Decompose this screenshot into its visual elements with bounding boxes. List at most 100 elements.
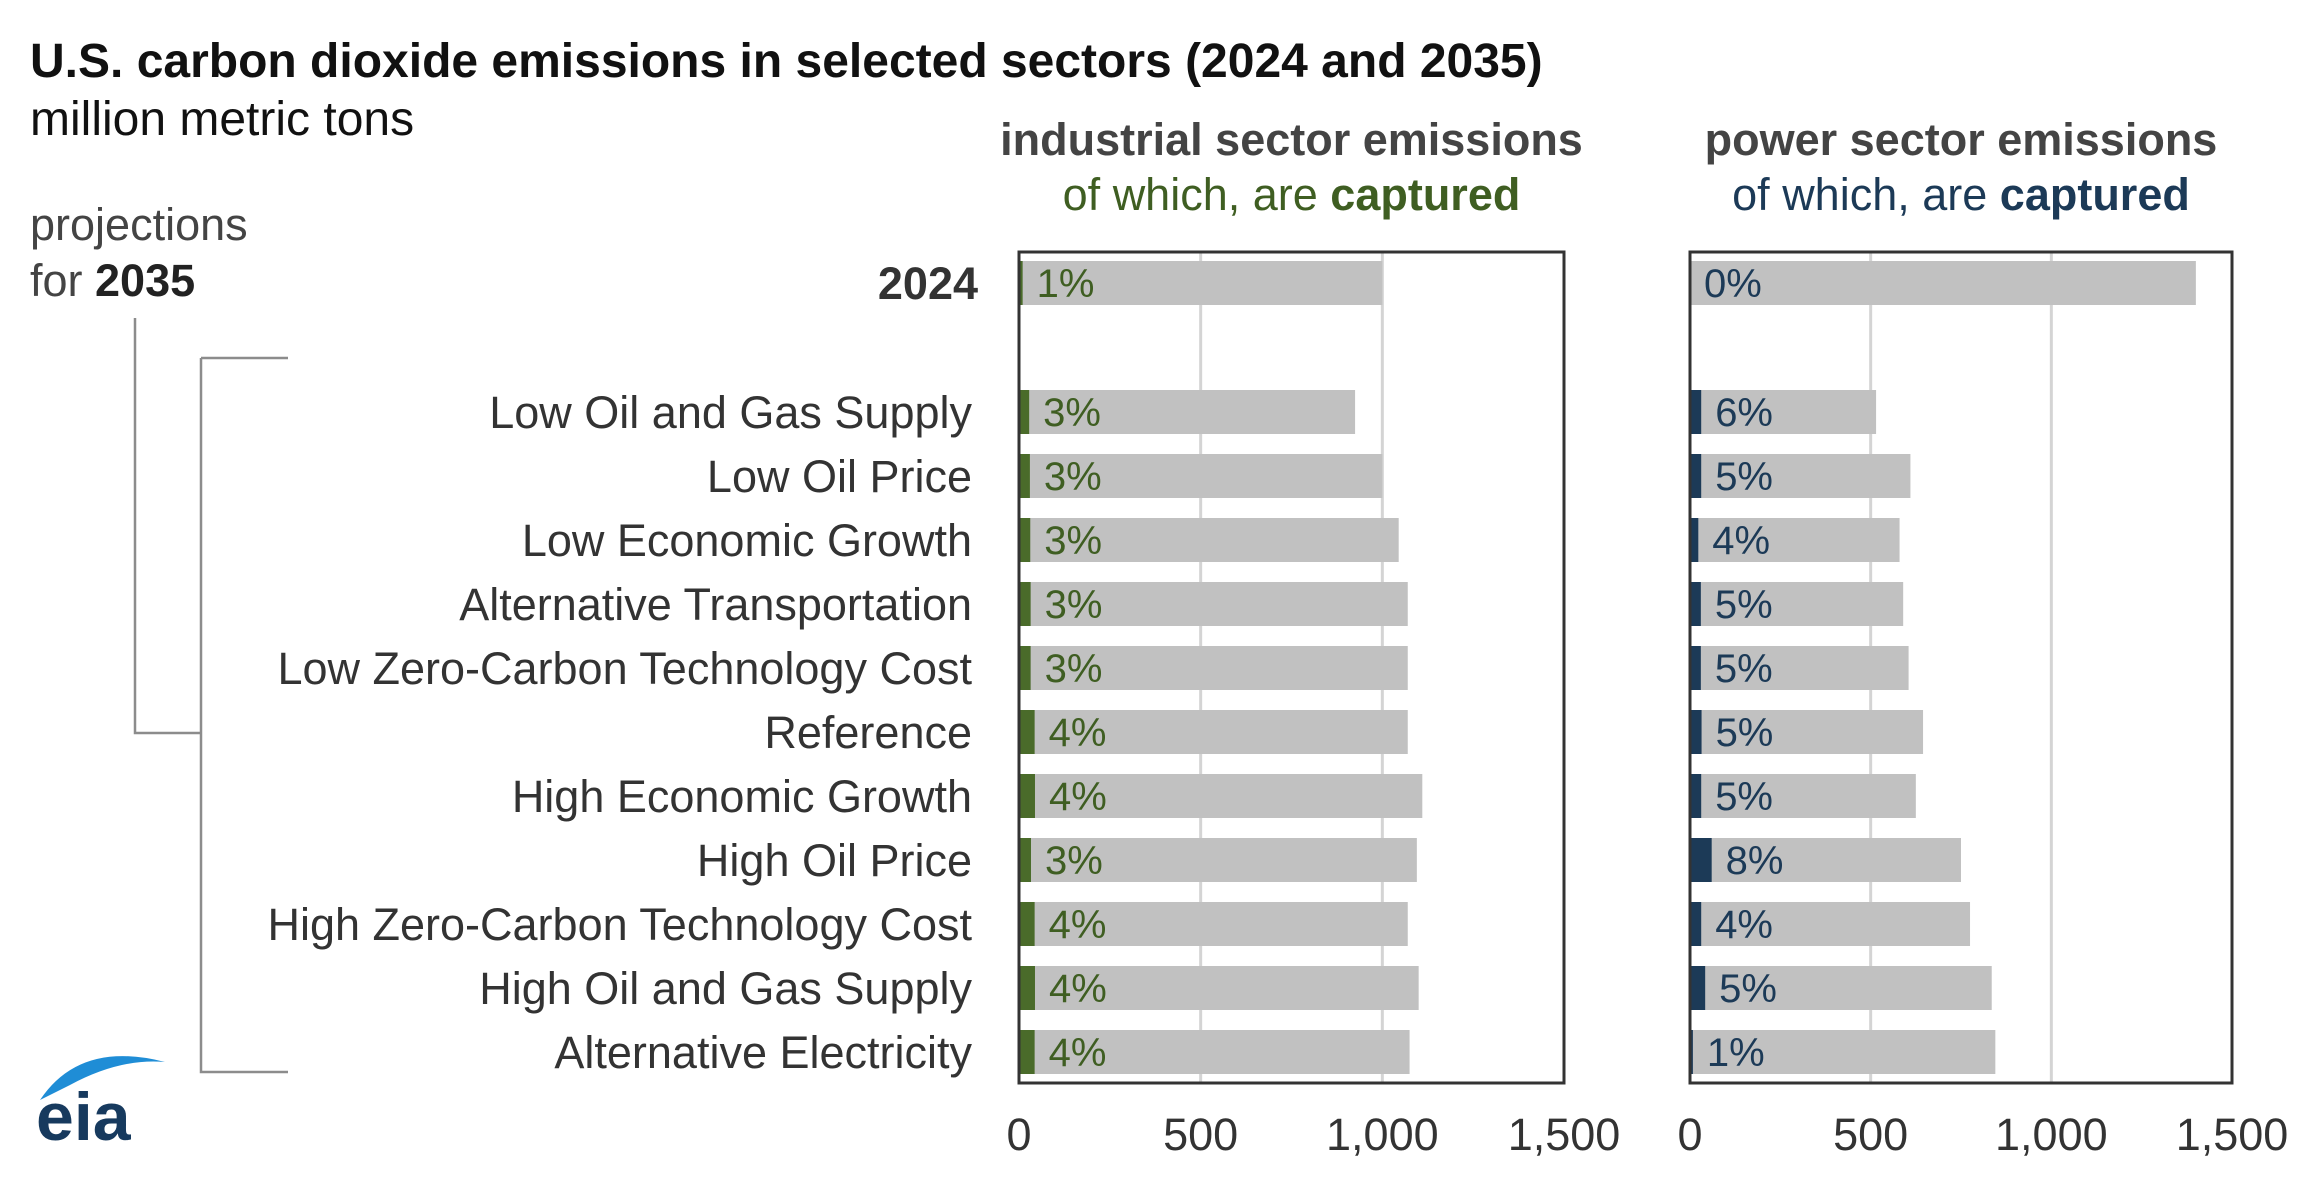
category-label-reference: Reference [764, 707, 972, 758]
category-label-alternative-electricity: Alternative Electricity [554, 1027, 972, 1078]
power-tick-label-0: 0 [1677, 1109, 1702, 1160]
industrial-total-bar-alternative-electricity [1019, 1030, 1410, 1074]
power-panel-subtitle: of which, are captured [1732, 169, 2190, 220]
power-percent-label-high-economic-growth: 5% [1715, 775, 1773, 819]
power-panel-title: power sector emissions [1705, 114, 2218, 165]
industrial-captured-bar-low-economic-growth [1019, 518, 1031, 562]
industrial-panel-title: industrial sector emissions [1000, 114, 1583, 165]
industrial-percent-label-low-zero-carbon-technology-cost: 3% [1045, 647, 1103, 691]
projections-label: projections for 2035 [30, 199, 248, 306]
power-tick-label-500: 500 [1833, 1109, 1908, 1160]
power-captured-bar-high-economic-growth [1690, 774, 1702, 818]
industrial-captured-bar-alternative-electricity [1019, 1030, 1035, 1074]
category-label-alternative-transportation: Alternative Transportation [459, 579, 972, 630]
category-label-low-oil-and-gas-supply: Low Oil and Gas Supply [489, 387, 972, 438]
power-captured-bar-high-oil-price [1690, 838, 1712, 882]
category-label-2024: 2024 [878, 258, 978, 309]
industrial-panel-subtitle: of which, are captured [1063, 169, 1521, 220]
eia-logo: eia [36, 1056, 165, 1155]
power-percent-label-2024: 0% [1704, 262, 1762, 306]
industrial-percent-label-low-oil-and-gas-supply: 3% [1043, 391, 1101, 435]
power-captured-bar-high-zero-carbon-technology-cost [1690, 902, 1702, 946]
industrial-percent-label-high-oil-and-gas-supply: 4% [1049, 967, 1107, 1011]
industrial-captured-bar-low-zero-carbon-technology-cost [1019, 646, 1031, 690]
industrial-tick-label-1500: 1,500 [1508, 1109, 1621, 1160]
category-label-high-economic-growth: High Economic Growth [512, 771, 972, 822]
power-total-bar-low-oil-and-gas-supply [1690, 390, 1877, 434]
industrial-total-bar-high-zero-carbon-technology-cost [1019, 902, 1408, 946]
chart-subtitle: million metric tons [30, 93, 414, 146]
power-panel-frame [1688, 250, 2234, 1085]
industrial-captured-bar-low-oil-and-gas-supply [1019, 390, 1030, 434]
power-total-bar-2024 [1690, 261, 2196, 305]
power-percent-label-low-oil-and-gas-supply: 6% [1715, 391, 1773, 435]
industrial-total-bar-low-zero-carbon-technology-cost [1019, 646, 1408, 690]
industrial-total-bar-reference [1019, 710, 1408, 754]
power-captured-bar-low-oil-and-gas-supply [1690, 390, 1702, 434]
scenario-bracket [133, 318, 288, 1074]
industrial-percent-label-high-economic-growth: 4% [1049, 775, 1107, 819]
industrial-percent-label-2024: 1% [1037, 262, 1095, 306]
industrial-captured-bar-high-oil-and-gas-supply [1019, 966, 1035, 1010]
power-captured-bar-low-oil-price [1690, 454, 1702, 498]
power-captured-bar-low-economic-growth [1690, 518, 1699, 562]
power-percent-label-low-oil-price: 5% [1715, 455, 1773, 499]
industrial-percent-label-low-oil-price: 3% [1044, 455, 1102, 499]
power-captured-bar-reference [1690, 710, 1702, 754]
power-total-bar-high-zero-carbon-technology-cost [1690, 902, 1971, 946]
category-label-low-economic-growth: Low Economic Growth [522, 515, 972, 566]
projections-label-line2: for 2035 [30, 255, 195, 306]
power-tick-label-1500: 1,500 [2176, 1109, 2289, 1160]
industrial-percent-label-low-economic-growth: 3% [1044, 519, 1102, 563]
industrial-total-bar-high-oil-and-gas-supply [1019, 966, 1419, 1010]
power-percent-label-alternative-electricity: 1% [1707, 1031, 1765, 1075]
category-label-high-oil-and-gas-supply: High Oil and Gas Supply [479, 963, 972, 1014]
category-label-high-oil-price: High Oil Price [697, 835, 972, 886]
category-label-low-zero-carbon-technology-cost: Low Zero-Carbon Technology Cost [277, 643, 972, 694]
category-label-low-oil-price: Low Oil Price [707, 451, 972, 502]
industrial-total-bar-low-economic-growth [1019, 518, 1399, 562]
power-total-bar-high-oil-price [1690, 838, 1961, 882]
projections-label-line1: projections [30, 199, 248, 250]
industrial-tick-label-0: 0 [1006, 1109, 1031, 1160]
industrial-tick-label-1000: 1,000 [1326, 1109, 1439, 1160]
chart-title: U.S. carbon dioxide emissions in selecte… [30, 35, 1543, 88]
power-captured-bar-low-zero-carbon-technology-cost [1690, 646, 1701, 690]
industrial-total-bar-low-oil-price [1019, 454, 1383, 498]
industrial-percent-label-alternative-transportation: 3% [1045, 583, 1103, 627]
industrial-captured-bar-reference [1019, 710, 1035, 754]
industrial-captured-bar-high-zero-carbon-technology-cost [1019, 902, 1035, 946]
industrial-tick-label-500: 500 [1163, 1109, 1238, 1160]
industrial-captured-bar-alternative-transportation [1019, 582, 1031, 626]
bracket-spine [199, 358, 288, 1074]
industrial-percent-label-high-zero-carbon-technology-cost: 4% [1049, 903, 1107, 947]
power-percent-label-high-oil-and-gas-supply: 5% [1719, 967, 1777, 1011]
power-percent-label-low-zero-carbon-technology-cost: 5% [1715, 647, 1773, 691]
bracket-connector [133, 318, 201, 735]
power-percent-label-low-economic-growth: 4% [1712, 519, 1770, 563]
industrial-captured-bar-low-oil-price [1019, 454, 1030, 498]
industrial-percent-label-reference: 4% [1049, 711, 1107, 755]
logo-swoosh-icon [40, 1056, 165, 1100]
power-percent-label-high-oil-price: 8% [1726, 839, 1784, 883]
power-tick-label-1000: 1,000 [1995, 1109, 2108, 1160]
industrial-captured-bar-high-oil-price [1019, 838, 1031, 882]
power-total-bar-alternative-transportation [1690, 582, 1904, 626]
power-percent-label-high-zero-carbon-technology-cost: 4% [1715, 903, 1773, 947]
industrial-percent-label-high-oil-price: 3% [1045, 839, 1103, 883]
category-label-high-zero-carbon-technology-cost: High Zero-Carbon Technology Cost [267, 899, 972, 950]
power-total-bar-low-economic-growth [1690, 518, 1900, 562]
power-percent-label-reference: 5% [1716, 711, 1774, 755]
power-total-bar-high-oil-and-gas-supply [1690, 966, 1992, 1010]
industrial-panel: 1% 3% 3% 3% 3% 3% 4% 4% 3% 4% 4% 4% 0 500 1,000 1,500 in… [1000, 114, 1620, 1160]
power-total-bar-reference [1690, 710, 1924, 754]
industrial-percent-label-alternative-electricity: 4% [1049, 1031, 1107, 1075]
industrial-captured-bar-2024 [1019, 261, 1023, 305]
power-total-bar-alternative-electricity [1690, 1030, 1996, 1074]
power-percent-label-alternative-transportation: 5% [1715, 583, 1773, 627]
power-total-bar-low-zero-carbon-technology-cost [1690, 646, 1909, 690]
power-panel: 0% 6% 5% 4% 5% 5% 5% 5% 8% 4% 5% 1%0 500 1,000 1,500 po… [1677, 114, 2288, 1160]
industrial-total-bar-high-economic-growth [1019, 774, 1423, 818]
industrial-panel-frame [1017, 250, 1566, 1085]
